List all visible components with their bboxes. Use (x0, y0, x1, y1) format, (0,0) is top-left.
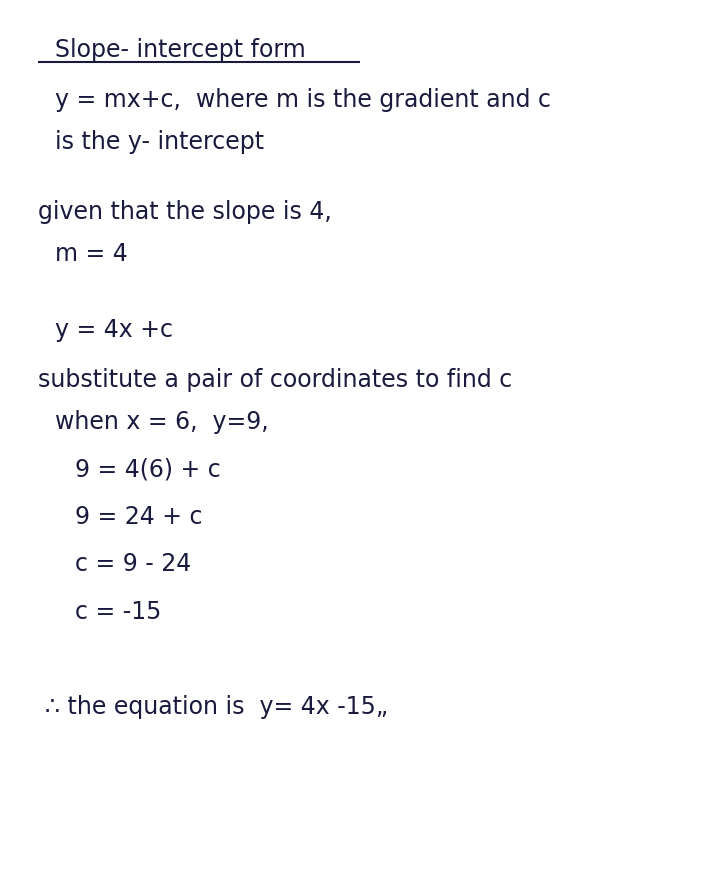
Text: c = 9 - 24: c = 9 - 24 (75, 552, 192, 576)
Text: y = 4x +c: y = 4x +c (55, 318, 173, 342)
Text: y = mx+c,  where m is the gradient and c: y = mx+c, where m is the gradient and c (55, 88, 551, 112)
Text: 9 = 24 + c: 9 = 24 + c (75, 505, 202, 529)
Text: substitute a pair of coordinates to find c: substitute a pair of coordinates to find… (38, 368, 512, 392)
Text: c = -15: c = -15 (75, 600, 161, 624)
Text: ∴ the equation is  y= 4x -15„: ∴ the equation is y= 4x -15„ (45, 695, 388, 719)
Text: is the y- intercept: is the y- intercept (55, 130, 264, 154)
Text: m = 4: m = 4 (55, 242, 127, 266)
Text: 9 = 4(6) + c: 9 = 4(6) + c (75, 458, 221, 482)
Text: Slope- intercept form: Slope- intercept form (55, 38, 306, 62)
Text: given that the slope is 4,: given that the slope is 4, (38, 200, 332, 224)
Text: when x = 6,  y=9,: when x = 6, y=9, (55, 410, 269, 434)
